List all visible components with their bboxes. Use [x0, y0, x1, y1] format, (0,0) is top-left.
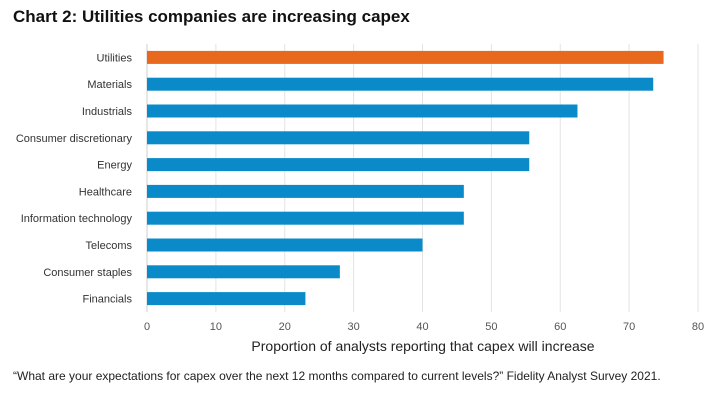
bar-utilities [147, 50, 664, 64]
category-label: Telecoms [86, 240, 133, 252]
bar-industrials [147, 104, 578, 118]
category-labels: Utilities Materials Industrials Consumer di… [16, 52, 133, 305]
bars [147, 50, 664, 306]
category-label: Financials [82, 294, 132, 306]
x-tick-label: 70 [623, 321, 635, 333]
x-tick-label: 40 [416, 321, 428, 333]
bar-healthcare [147, 184, 464, 198]
category-label: Consumer staples [43, 267, 132, 279]
category-label: Industrials [82, 106, 133, 118]
x-tick-label: 10 [210, 321, 222, 333]
bar-information-technology [147, 211, 464, 225]
category-label: Consumer discretionary [16, 133, 133, 145]
bar-energy [147, 158, 530, 172]
bar-financials [147, 292, 306, 306]
x-tick-label: 50 [485, 321, 497, 333]
x-axis-label: Proportion of analysts reporting that ca… [251, 338, 594, 354]
bar-chart: Utilities Materials Industrials Consumer di… [16, 44, 704, 354]
x-tick-label: 60 [554, 321, 566, 333]
category-label: Healthcare [79, 186, 132, 198]
x-tick-label: 30 [348, 321, 360, 333]
bar-telecoms [147, 238, 423, 252]
x-tick-label: 80 [692, 321, 704, 333]
bar-materials [147, 77, 654, 91]
bar-consumer-discretionary [147, 131, 530, 145]
bar-consumer-staples [147, 265, 340, 279]
x-tick-label: 0 [144, 321, 150, 333]
x-tick-labels: 0 10 20 30 40 50 60 70 80 [144, 321, 704, 333]
footnote: “What are your expectations for capex ov… [13, 369, 661, 383]
category-label: Utilities [97, 52, 133, 64]
chart-title: Chart 2: Utilities companies are increas… [13, 7, 410, 26]
x-tick-label: 20 [279, 321, 291, 333]
category-label: Materials [87, 79, 132, 91]
category-label: Energy [97, 160, 132, 172]
category-label: Information technology [21, 213, 133, 225]
